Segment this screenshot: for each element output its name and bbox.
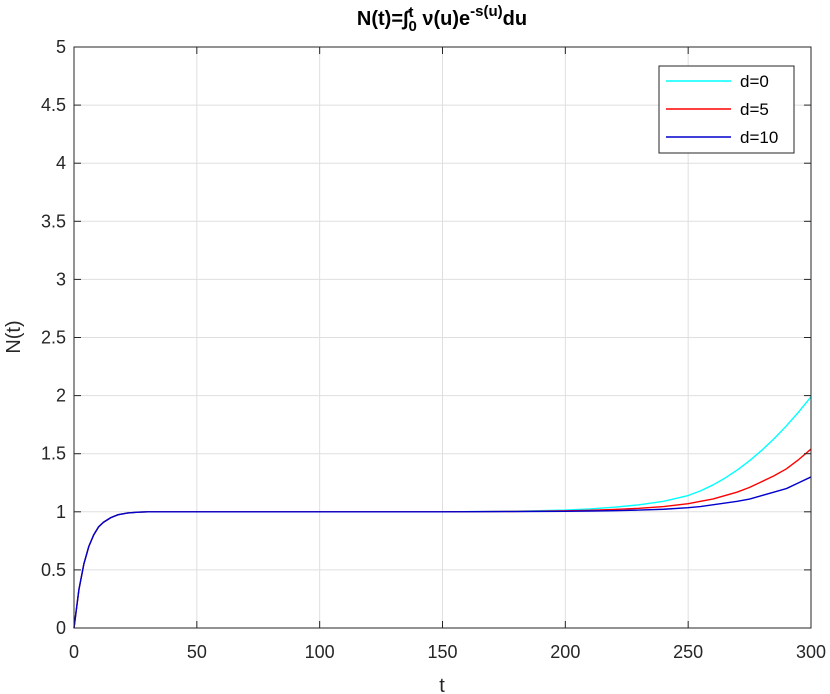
title-tail: du [503,8,527,30]
x-tick-label: 300 [796,642,826,662]
series-layer [73,396,812,629]
x-tick-label: 200 [550,642,580,662]
y-axis-label: N(t) [3,320,25,353]
legend-label: d=10 [740,128,778,147]
y-tick-label: 4 [56,153,66,173]
x-tick-label: 0 [69,642,79,662]
y-tick-label: 3 [56,269,66,289]
y-tick-label: 0 [56,618,66,638]
tick-labels: 0 50 100 150 200 250 300 0 0.5 1 1.5 2 2.5 3 3.5 4 4.5 5 [41,37,826,662]
x-tick-label: 250 [673,642,703,662]
title-upper-limit: t [408,4,413,21]
chart-title: N(t)=∫t 0 ν(u)e-s(u)du [357,3,527,35]
title-exponent: -s(u) [470,3,503,20]
x-tick-label: 50 [187,642,207,662]
title-integral: ∫ [401,8,410,30]
legend-label: d=0 [740,72,769,91]
series-line-d=10 [73,476,812,629]
legend-label: d=5 [740,100,769,119]
legend: d=0 d=5 d=10 [658,65,795,154]
y-tick-label: 4.5 [41,95,66,115]
title-lower-limit: 0 [408,18,416,35]
x-tick-label: 100 [305,642,335,662]
y-tick-label: 1 [56,502,66,522]
title-body: ν(u)e [417,8,470,30]
y-tick-label: 0.5 [41,560,66,580]
y-tick-label: 3.5 [41,211,66,231]
y-tick-label: 2.5 [41,328,66,348]
x-axis-label: t [439,675,445,694]
axis-ticks [73,46,812,629]
y-tick-label: 5 [56,37,66,57]
y-tick-label: 2 [56,386,66,406]
title-main: N(t)= [357,8,403,30]
x-tick-label: 150 [427,642,457,662]
y-tick-label: 1.5 [41,444,66,464]
